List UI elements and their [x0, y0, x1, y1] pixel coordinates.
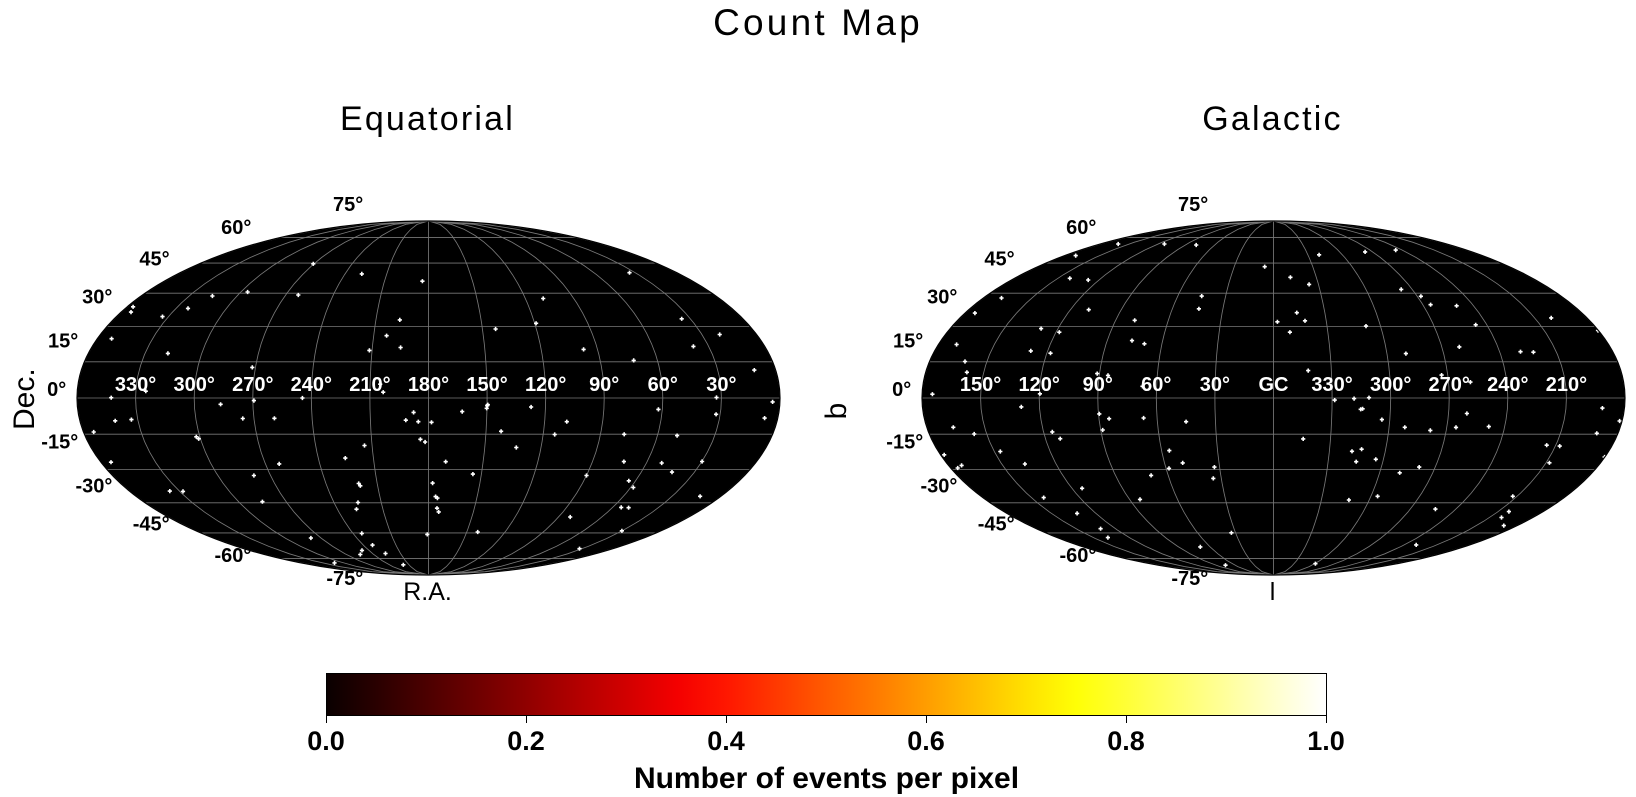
svg-text:75°: 75° [1178, 194, 1208, 216]
svg-text:150°: 150° [466, 373, 507, 395]
svg-text:300°: 300° [1370, 373, 1411, 395]
svg-text:75°: 75° [333, 194, 363, 216]
svg-text:270°: 270° [1428, 373, 1469, 395]
svg-text:240°: 240° [1487, 373, 1528, 395]
svg-text:45°: 45° [984, 248, 1014, 270]
svg-text:-45°: -45° [132, 513, 169, 535]
svg-text:60°: 60° [1066, 217, 1096, 239]
svg-text:-30°: -30° [920, 475, 957, 497]
svg-text:-45°: -45° [977, 513, 1014, 535]
svg-text:30°: 30° [82, 286, 112, 308]
svg-text:240°: 240° [290, 373, 331, 395]
svg-text:30°: 30° [927, 286, 957, 308]
svg-text:-60°: -60° [214, 545, 251, 567]
svg-text:-30°: -30° [75, 475, 112, 497]
svg-text:0°: 0° [892, 378, 911, 400]
svg-text:30°: 30° [706, 373, 736, 395]
svg-text:15°: 15° [47, 330, 77, 352]
svg-text:300°: 300° [173, 373, 214, 395]
svg-text:60°: 60° [221, 217, 251, 239]
svg-text:-15°: -15° [886, 431, 923, 453]
svg-text:180°: 180° [407, 373, 448, 395]
svg-text:210°: 210° [349, 373, 390, 395]
svg-text:90°: 90° [1082, 373, 1112, 395]
svg-text:45°: 45° [139, 248, 169, 270]
svg-text:-60°: -60° [1059, 545, 1096, 567]
svg-text:60°: 60° [1141, 373, 1171, 395]
svg-text:330°: 330° [114, 373, 155, 395]
svg-text:330°: 330° [1311, 373, 1352, 395]
svg-text:120°: 120° [1018, 373, 1059, 395]
svg-text:270°: 270° [232, 373, 273, 395]
svg-text:0°: 0° [47, 378, 66, 400]
svg-text:90°: 90° [589, 373, 619, 395]
svg-text:60°: 60° [647, 373, 677, 395]
svg-text:150°: 150° [959, 373, 1000, 395]
svg-text:120°: 120° [525, 373, 566, 395]
svg-text:-15°: -15° [41, 431, 78, 453]
svg-text:30°: 30° [1199, 373, 1229, 395]
svg-text:210°: 210° [1545, 373, 1586, 395]
svg-text:15°: 15° [892, 330, 922, 352]
svg-text:GC: GC [1258, 373, 1288, 395]
